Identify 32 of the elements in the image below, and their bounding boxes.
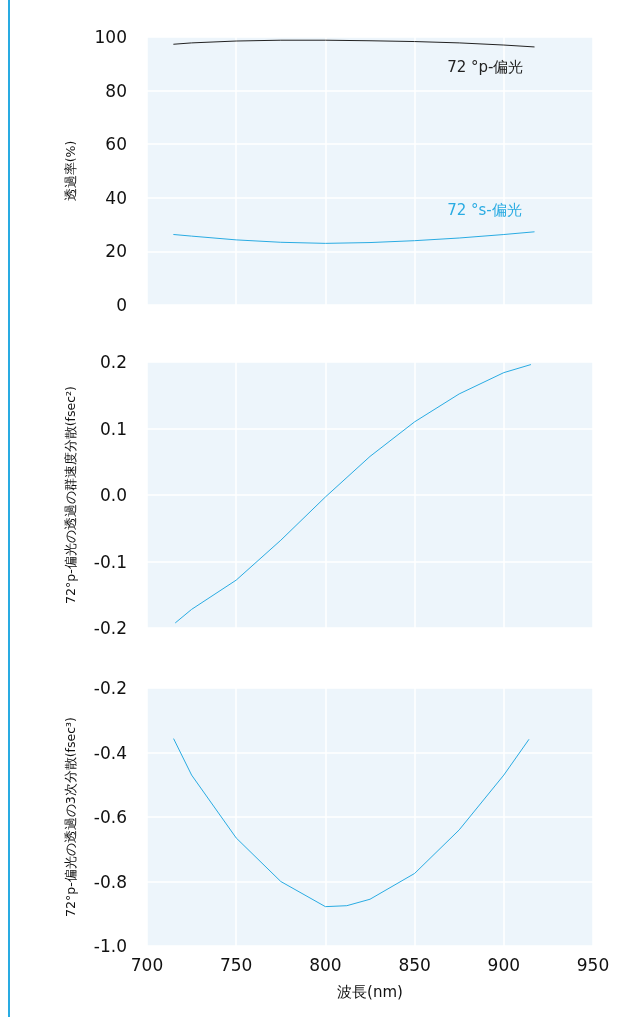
x-tick-label: 850 bbox=[398, 954, 431, 975]
line-series bbox=[173, 231, 535, 244]
line-series bbox=[173, 39, 535, 48]
y-tick-label: -1.0 bbox=[93, 936, 127, 956]
line-series bbox=[173, 738, 530, 908]
y-tick-label: 0.0 bbox=[99, 485, 127, 505]
y-tick-label: -0.4 bbox=[93, 742, 127, 763]
x-tick-label: 700 bbox=[130, 954, 164, 975]
y-tick-label: -0.1 bbox=[93, 551, 127, 572]
y-tick-label: 60 bbox=[105, 134, 127, 155]
series-label: 72 °s-偏光 bbox=[447, 200, 522, 219]
y-tick-label: -0.2 bbox=[93, 618, 127, 638]
y-tick-label: 40 bbox=[105, 187, 127, 208]
line-series bbox=[175, 364, 532, 624]
y-axis-title: 72°p-偏光の透過の群速度分散(fsec²) bbox=[63, 386, 78, 604]
y-tick-label: 0.2 bbox=[99, 352, 127, 372]
y-tick-label: 0.1 bbox=[99, 418, 127, 439]
y-tick-label: 20 bbox=[105, 241, 127, 262]
x-tick-label: 750 bbox=[219, 954, 253, 975]
y-axis-title: 透過率(%) bbox=[63, 140, 78, 202]
x-tick-label: 800 bbox=[309, 954, 342, 975]
x-axis-title: 波長(nm) bbox=[337, 982, 403, 1001]
x-tick-label: 900 bbox=[487, 954, 521, 975]
y-tick-label: -0.2 bbox=[93, 678, 127, 698]
series-label: 72 °p-偏光 bbox=[447, 57, 524, 76]
y-tick-label: -0.8 bbox=[93, 871, 127, 892]
y-tick-label: 80 bbox=[105, 80, 127, 101]
y-tick-label: 0 bbox=[116, 295, 127, 315]
y-tick-label: 100 bbox=[94, 27, 127, 47]
y-tick-label: -0.6 bbox=[93, 807, 127, 827]
y-axis-title: 72°p-偏光の透過の3次分散(fsec³) bbox=[63, 717, 78, 917]
x-tick-label: 950 bbox=[576, 954, 610, 975]
